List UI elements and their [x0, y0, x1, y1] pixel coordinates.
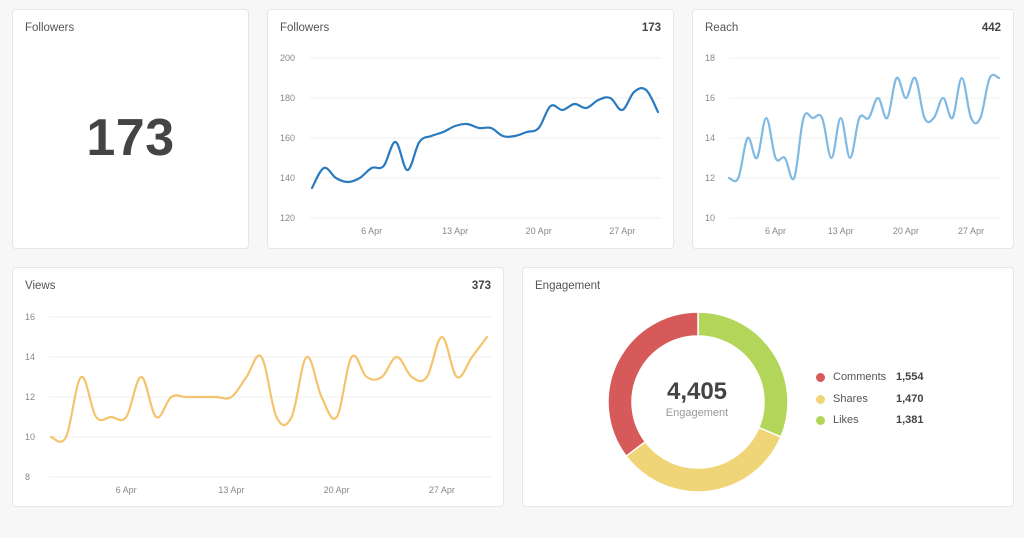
x-tick-label: 27 Apr — [609, 226, 635, 236]
card-total: 173 — [641, 22, 661, 34]
card-title: Followers — [280, 22, 330, 34]
card-total: 373 — [471, 280, 491, 292]
donut-slice-comments — [607, 311, 699, 458]
x-tick-label: 13 Apr — [828, 226, 854, 236]
legend-label: Shares — [833, 392, 868, 405]
y-tick-label: 10 — [705, 213, 715, 223]
x-tick-label: 6 Apr — [361, 226, 382, 236]
donut-total: 4,405 — [666, 378, 728, 405]
card-title: Reach — [705, 22, 739, 34]
y-tick-label: 140 — [280, 173, 295, 183]
reach-chart-card: Reach 442 10 12 14 16 18 6 Apr 13 Apr 20 Apr 27 … — [692, 9, 1014, 249]
y-tick-label: 14 — [25, 352, 35, 362]
reach-line-chart: 10 12 14 16 18 6 Apr 13 Apr 20 Apr 27 Apr — [705, 53, 1001, 236]
legend-swatch-shares — [816, 394, 825, 404]
y-tick-label: 120 — [280, 213, 295, 223]
followers-total-card: Followers 173 — [12, 9, 249, 249]
donut-slice-shares — [625, 426, 782, 493]
legend-value: 1,381 — [896, 414, 924, 426]
x-tick-label: 27 Apr — [958, 226, 984, 236]
followers-chart-card: Followers 173 120 140 160 180 200 6 Apr 13 Apr… — [267, 9, 674, 249]
legend-item-shares[interactable]: Shares 1,470 — [816, 393, 936, 415]
y-tick-label: 16 — [25, 312, 35, 322]
y-tick-label: 12 — [705, 173, 715, 183]
legend-swatch-comments — [816, 373, 825, 382]
x-tick-label: 20 Apr — [526, 226, 552, 236]
legend-value: 1,554 — [896, 371, 924, 383]
series-line — [727, 73, 1001, 183]
card-total: 442 — [981, 22, 1001, 34]
y-tick-label: 12 — [25, 392, 35, 402]
y-tick-label: 18 — [705, 53, 715, 63]
x-tick-label: 13 Apr — [442, 226, 468, 236]
engagement-card: Engagement 4,405 Engagement Comments 1,5… — [522, 267, 1014, 507]
card-title: Engagement — [535, 280, 601, 292]
y-tick-label: 160 — [280, 133, 295, 143]
legend-item-likes[interactable]: Likes 1,381 — [816, 414, 936, 436]
y-tick-label: 200 — [280, 53, 295, 63]
y-tick-label: 16 — [705, 93, 715, 103]
x-tick-label: 6 Apr — [116, 485, 137, 495]
followers-line-chart: 120 140 160 180 200 6 Apr 13 Apr 20 Apr 27 Apr — [280, 53, 662, 236]
legend-item-comments[interactable]: Comments 1,554 — [816, 371, 936, 393]
legend-label: Comments — [833, 371, 887, 383]
card-title: Followers — [25, 22, 75, 34]
views-chart-card: Views 373 8 10 12 14 16 6 Apr 13 Apr 20 Apr 27 A… — [12, 267, 504, 507]
legend-swatch-likes — [816, 416, 825, 425]
legend-label: Likes — [833, 414, 859, 426]
series-line — [310, 87, 660, 190]
y-tick-label: 10 — [25, 432, 35, 442]
engagement-donut-chart — [607, 311, 789, 493]
y-tick-label: 14 — [705, 133, 715, 143]
x-tick-label: 13 Apr — [218, 485, 244, 495]
card-title: Views — [25, 280, 56, 292]
x-tick-label: 6 Apr — [765, 226, 786, 236]
y-tick-label: 180 — [280, 93, 295, 103]
views-line-chart: 8 10 12 14 16 6 Apr 13 Apr 20 Apr 27 Apr — [25, 312, 491, 495]
donut-caption: Engagement — [665, 407, 729, 419]
legend-value: 1,470 — [896, 392, 924, 405]
x-tick-label: 20 Apr — [893, 226, 919, 236]
engagement-legend: Comments 1,554 Shares 1,470 Likes 1,381 — [816, 371, 936, 436]
x-tick-label: 20 Apr — [324, 485, 350, 495]
y-tick-label: 8 — [25, 472, 30, 482]
x-tick-label: 27 Apr — [429, 485, 455, 495]
followers-total-number: 173 — [86, 109, 175, 167]
series-line — [49, 335, 489, 443]
